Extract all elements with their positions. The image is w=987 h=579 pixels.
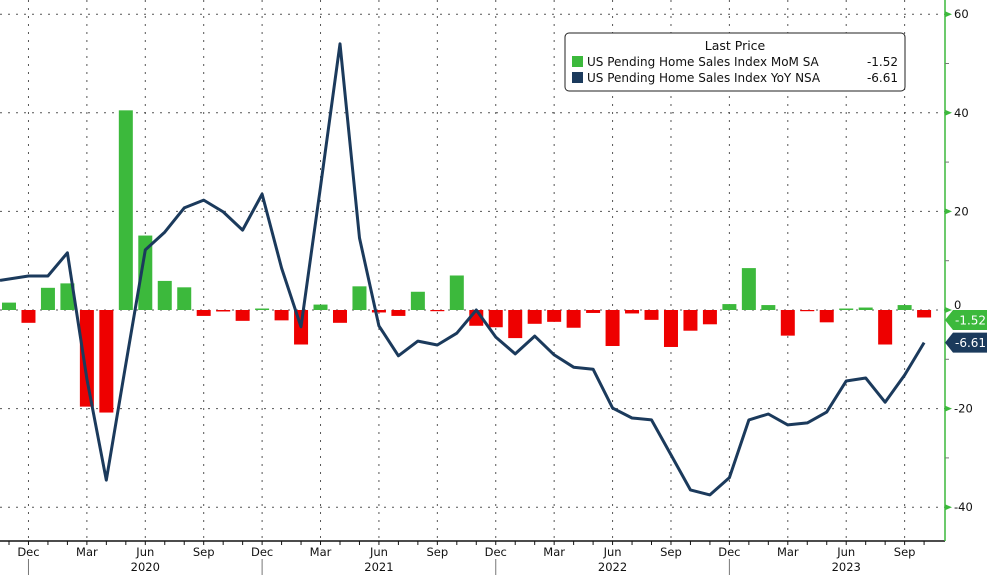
legend-value-yoy: -6.61 [867, 71, 898, 85]
mom-bar [859, 308, 873, 310]
mom-bar [683, 310, 697, 331]
mom-bar [800, 310, 814, 311]
year-label: 2022 [598, 560, 627, 574]
mom-bar [236, 310, 250, 321]
y-tick-marker [945, 110, 952, 116]
mom-bar [742, 268, 756, 310]
legend-swatch-yoy [572, 72, 583, 83]
x-tick-label: Mar [543, 545, 565, 559]
mom-bar [430, 310, 444, 311]
mom-bar [586, 310, 600, 313]
mom-bar [197, 310, 211, 316]
x-tick-label: Dec [718, 545, 740, 559]
mom-bar [625, 310, 639, 313]
x-tick-label: Jun [603, 545, 622, 559]
mom-bars [2, 110, 931, 412]
mom-bar [21, 310, 35, 323]
mom-bar [567, 310, 581, 328]
mom-bar [275, 310, 289, 320]
mom-bar [508, 310, 522, 338]
mom-bar [2, 303, 16, 310]
mom-bar [761, 305, 775, 310]
y-tick-marker [945, 406, 952, 412]
mom-bar [839, 309, 853, 310]
mom-bar [528, 310, 542, 324]
mom-bar [722, 304, 736, 310]
mom-bar [158, 281, 172, 310]
mom-bar [878, 310, 892, 345]
x-tick-label: Dec [17, 545, 39, 559]
mom-bar [781, 310, 795, 336]
y-tick-label: 60 [954, 7, 969, 21]
mom-bar [917, 310, 931, 317]
x-tick-label: Dec [251, 545, 273, 559]
x-tick-label: Sep [894, 545, 916, 559]
x-tick-label: Mar [76, 545, 98, 559]
mom-bar [314, 305, 328, 310]
mom-bar [703, 310, 717, 324]
last-value-label: -6.61 [955, 336, 986, 350]
mom-bar [99, 310, 113, 413]
legend-value-mom: -1.52 [867, 55, 898, 69]
x-tick-label: Sep [426, 545, 448, 559]
x-tick-label: Jun [369, 545, 388, 559]
mom-bar [606, 310, 620, 346]
mom-bar [645, 310, 659, 320]
mom-bar [216, 310, 230, 311]
legend-label-mom: US Pending Home Sales Index MoM SA [587, 55, 820, 69]
y-tick-marker [945, 11, 952, 17]
y-tick-marker [945, 504, 952, 510]
y-tick-label: -40 [954, 500, 973, 514]
x-tick-label: Jun [135, 545, 154, 559]
legend: Last Price US Pending Home Sales Index M… [565, 33, 905, 91]
mom-bar [664, 310, 678, 347]
y-tick-label: 20 [954, 204, 969, 218]
year-label: 2023 [832, 560, 861, 574]
mom-bar [898, 305, 912, 310]
y-tick-label: -20 [954, 402, 973, 416]
y-tick-label: 40 [954, 106, 969, 120]
mom-bar [41, 288, 55, 310]
mom-bar [255, 309, 269, 310]
mom-bar [450, 275, 464, 310]
last-value-label: -1.52 [955, 314, 986, 328]
mom-bar [80, 310, 94, 407]
legend-swatch-mom [572, 56, 583, 67]
x-tick-label: Mar [777, 545, 799, 559]
mom-bar [411, 292, 425, 310]
last-value-tags: -1.52 -6.61 [945, 310, 987, 353]
mom-bar [177, 287, 191, 310]
x-tick-label: Jun [836, 545, 855, 559]
x-axis: Dec Mar Jun Sep Dec Mar Jun Sep Dec Mar Jun Sep Dec M… [0, 541, 945, 575]
x-tick-label: Sep [193, 545, 215, 559]
mom-bar [391, 310, 405, 316]
x-tick-label: Mar [310, 545, 332, 559]
y-tick-label: 0 [954, 298, 961, 312]
year-label: 2021 [364, 560, 393, 574]
x-tick-label: Sep [660, 545, 682, 559]
y-tick-marker [945, 307, 952, 313]
y-tick-marker [945, 208, 952, 214]
year-label: 2020 [131, 560, 160, 574]
mom-bar [333, 310, 347, 323]
mom-bar [547, 310, 561, 322]
x-tick-label: Dec [485, 545, 507, 559]
y-axis: 60 40 20 0 -20 -40 [945, 0, 973, 541]
legend-title: Last Price [705, 38, 766, 53]
mom-bar [352, 286, 366, 310]
mom-bar [489, 310, 503, 327]
mom-bar [119, 110, 133, 310]
legend-label-yoy: US Pending Home Sales Index YoY NSA [587, 71, 821, 85]
mom-bar [820, 310, 834, 322]
